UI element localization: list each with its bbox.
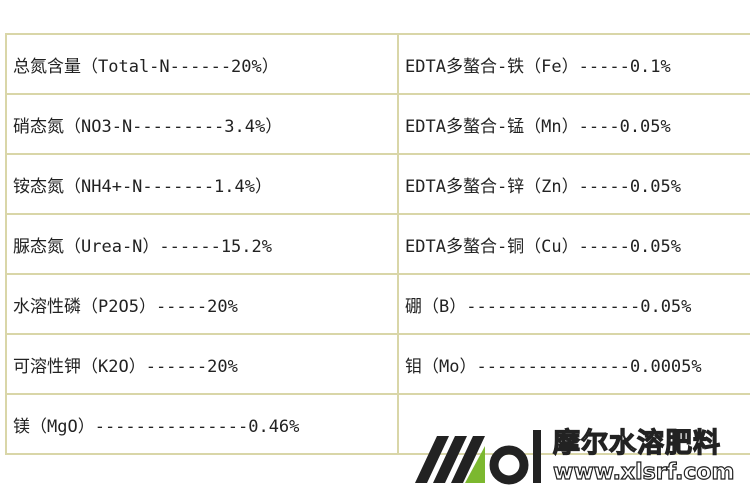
- table-row: 总氮含量（Total-N------20%） EDTA多螯合-铁（Fe）-----…: [5, 33, 750, 95]
- watermark-logo: 摩尔水溶肥料 www.xlsrf.com: [415, 427, 745, 486]
- cell: 硼（B）-----------------0.05%: [397, 273, 750, 335]
- nutrient-table: 总氮含量（Total-N------20%） EDTA多螯合-铁（Fe）-----…: [5, 33, 750, 455]
- table-row: 镁（MgO）---------------0.46%: [5, 393, 750, 455]
- table-row: 水溶性磷（P2O5）-----20% 硼（B）-----------------0…: [5, 273, 750, 335]
- cell: 镁（MgO）---------------0.46%: [5, 393, 399, 455]
- table-row: 铵态氮（NH4+-N-------1.4%） EDTA多螯合-锌（Zn）-----…: [5, 153, 750, 215]
- cell: 铵态氮（NH4+-N-------1.4%）: [5, 153, 399, 215]
- cell: EDTA多螯合-锌（Zn）-----0.05%: [397, 153, 750, 215]
- brand-url: www.xlsrf.com: [552, 459, 735, 485]
- cell: 硝态氮（NO3-N---------3.4%）: [5, 93, 399, 155]
- brand-name: 摩尔水溶肥料: [552, 427, 721, 459]
- mol-logo-icon: [415, 430, 541, 485]
- cell: 水溶性磷（P2O5）-----20%: [5, 273, 399, 335]
- table-row: 脲态氮（Urea-N）------15.2% EDTA多螯合-铜（Cu）-----…: [5, 213, 750, 275]
- table-row: 可溶性钾（K2O）------20% 钼（Mo）---------------0.…: [5, 333, 750, 395]
- cell: 钼（Mo）---------------0.0005%: [397, 333, 750, 395]
- table-row: 硝态氮（NO3-N---------3.4%） EDTA多螯合-锰（Mn）----…: [5, 93, 750, 155]
- cell: 脲态氮（Urea-N）------15.2%: [5, 213, 399, 275]
- cell: EDTA多螯合-锰（Mn）----0.05%: [397, 93, 750, 155]
- cell: 总氮含量（Total-N------20%）: [5, 33, 399, 95]
- cell: EDTA多螯合-铁（Fe）-----0.1%: [397, 33, 750, 95]
- cell: EDTA多螯合-铜（Cu）-----0.05%: [397, 213, 750, 275]
- cell: 可溶性钾（K2O）------20%: [5, 333, 399, 395]
